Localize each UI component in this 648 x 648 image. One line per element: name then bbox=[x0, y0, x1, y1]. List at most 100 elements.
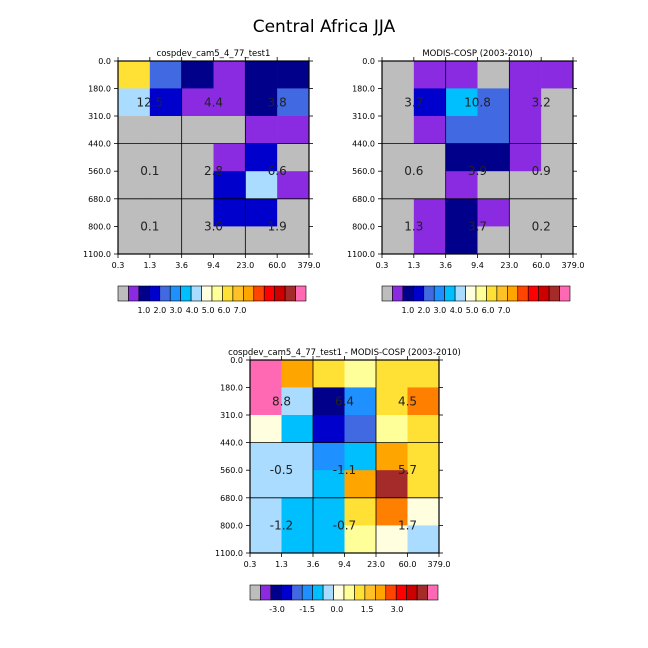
colorbar-swatch bbox=[444, 285, 456, 302]
colorbar-label: 4.0 bbox=[186, 306, 199, 315]
colorbar-swatch bbox=[413, 285, 425, 302]
y-tick-label: 310.0 bbox=[352, 112, 375, 121]
x-tick-label: 23.0 bbox=[367, 560, 385, 569]
chart-panel-2: MODIS-COSP (2003-2010) 3.7 10.8 3.2 0.6 3.9 0.… bbox=[347, 49, 584, 315]
colorbar-swatch bbox=[433, 285, 445, 302]
heatmap-cell bbox=[149, 116, 182, 144]
colorbar-swatch bbox=[548, 285, 560, 302]
heatmap-cell bbox=[445, 226, 478, 255]
heatmap-cell bbox=[382, 198, 415, 227]
box-value-label: 1.3 bbox=[404, 219, 423, 233]
colorbar-swatch bbox=[343, 584, 355, 601]
heatmap-cell bbox=[382, 61, 415, 89]
y-tick-label: 180.0 bbox=[220, 383, 243, 392]
colorbar-swatch bbox=[201, 285, 213, 302]
x-tick-label: 9.4 bbox=[207, 261, 220, 270]
colorbar-swatch bbox=[354, 584, 366, 601]
heatmap-cell bbox=[376, 470, 408, 499]
heatmap-cell bbox=[509, 143, 542, 172]
colorbar-label: 1.0 bbox=[138, 306, 151, 315]
colorbar-swatch bbox=[295, 285, 307, 302]
heatmap-cell bbox=[181, 143, 214, 172]
colorbar-swatch bbox=[364, 584, 376, 601]
box-value-label: 3.7 bbox=[468, 219, 487, 233]
heatmap-cell bbox=[281, 497, 314, 526]
colorbar-label: 5.0 bbox=[466, 306, 479, 315]
x-tick-label: 379.0 bbox=[428, 560, 451, 569]
heatmap-cell bbox=[509, 198, 542, 227]
colorbar-swatch bbox=[486, 285, 498, 302]
heatmap-cell bbox=[382, 226, 415, 255]
heatmap-cell bbox=[118, 198, 151, 227]
x-tick-label: 60.0 bbox=[268, 261, 286, 270]
y-tick-label: 440.0 bbox=[220, 439, 243, 448]
heatmap-cell bbox=[213, 143, 246, 172]
x-tick-label: 379.0 bbox=[298, 261, 321, 270]
heatmap-cell bbox=[213, 226, 246, 255]
y-tick-label: 440.0 bbox=[352, 140, 375, 149]
chart-panel-3: cospdev_cam5_4_77_test1 - MODIS-COSP (20… bbox=[215, 348, 461, 614]
heatmap-cell bbox=[181, 171, 214, 200]
y-tick-label: 180.0 bbox=[88, 84, 111, 93]
heatmap-cell bbox=[213, 116, 246, 144]
colorbar-swatch bbox=[117, 285, 129, 302]
heatmap-cell bbox=[407, 360, 440, 388]
colorbar-label: 0.0 bbox=[331, 605, 344, 614]
heatmap-cell bbox=[149, 226, 182, 255]
colorbar-swatch bbox=[559, 285, 571, 302]
heatmap-cell bbox=[181, 198, 214, 227]
heatmap-cell bbox=[413, 143, 446, 172]
colorbar-swatch bbox=[138, 285, 150, 302]
heatmap-cell bbox=[181, 88, 214, 117]
y-tick-label: 1100.0 bbox=[347, 250, 375, 259]
heatmap-cell bbox=[313, 470, 345, 499]
y-tick-label: 560.0 bbox=[220, 466, 243, 475]
y-tick-label: 440.0 bbox=[88, 140, 111, 149]
heatmap-cell bbox=[213, 171, 246, 200]
colorbar-swatch bbox=[322, 584, 334, 601]
box-value-label: 6.4 bbox=[335, 394, 354, 408]
heatmap-cell bbox=[277, 61, 310, 89]
x-tick-label: 1.3 bbox=[407, 261, 420, 270]
colorbar-swatch bbox=[517, 285, 529, 302]
colorbar-swatch bbox=[232, 285, 244, 302]
heatmap-cell bbox=[445, 88, 478, 117]
box-value-label: -1.2 bbox=[270, 518, 293, 532]
heatmap-cell bbox=[407, 387, 440, 416]
heatmap-cell bbox=[245, 171, 278, 200]
colorbar-swatch bbox=[423, 285, 435, 302]
y-tick-label: 800.0 bbox=[220, 521, 243, 530]
heatmap-cell bbox=[445, 198, 478, 227]
heatmap-cell bbox=[149, 143, 182, 172]
colorbar-swatch bbox=[222, 285, 234, 302]
box-value-label: 0.2 bbox=[532, 219, 551, 233]
heatmap-cell bbox=[477, 116, 510, 144]
heatmap-cell bbox=[445, 143, 478, 172]
heatmap-cell bbox=[149, 171, 182, 200]
heatmap-cell bbox=[245, 143, 278, 172]
colorbar-label: 1.5 bbox=[361, 605, 374, 614]
box-value-label: 0.9 bbox=[532, 164, 551, 178]
heatmap-cell bbox=[376, 497, 408, 526]
y-tick-label: 680.0 bbox=[352, 195, 375, 204]
colorbar-swatch bbox=[249, 584, 261, 601]
box-value-label: -1.1 bbox=[333, 463, 356, 477]
heatmap-cell bbox=[413, 171, 446, 200]
colorbar-swatch bbox=[281, 584, 293, 601]
heatmap-cell bbox=[149, 61, 182, 89]
heatmap-cell bbox=[376, 387, 408, 416]
heatmap-cell bbox=[277, 198, 310, 227]
heatmap-cell bbox=[118, 143, 151, 172]
heatmap-cell bbox=[344, 415, 377, 443]
heatmap-cell bbox=[250, 360, 282, 388]
colorbar-swatch bbox=[527, 285, 539, 302]
box-value-label: 10.8 bbox=[464, 95, 491, 109]
heatmap-cell bbox=[181, 226, 214, 255]
heatmap-cell bbox=[181, 61, 214, 89]
heatmap-cell bbox=[281, 470, 314, 499]
colorbar-swatch bbox=[406, 584, 418, 601]
colorbar-swatch bbox=[149, 285, 161, 302]
heatmap-cell bbox=[413, 198, 446, 227]
colorbar-swatch bbox=[507, 285, 519, 302]
